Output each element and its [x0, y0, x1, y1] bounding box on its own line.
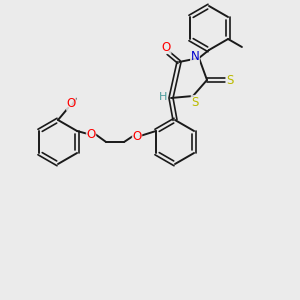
- Text: O: O: [67, 97, 76, 110]
- Text: O: O: [132, 130, 142, 142]
- Text: N: N: [190, 50, 200, 64]
- Text: O: O: [162, 40, 171, 53]
- Text: H: H: [159, 92, 167, 102]
- Text: S: S: [226, 74, 234, 86]
- Text: S: S: [191, 95, 199, 109]
- Text: O: O: [86, 128, 96, 140]
